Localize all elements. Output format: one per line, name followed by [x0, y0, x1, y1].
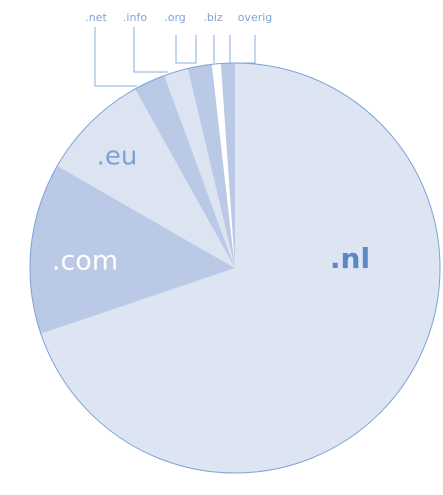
slice-label: overig [238, 11, 273, 24]
slice-label: .org [164, 11, 186, 24]
slice-label: .nl [330, 242, 370, 275]
slice-label: .net [85, 11, 107, 24]
pie-slice [187, 64, 235, 268]
pie-slice [40, 63, 440, 473]
slice-label: .info [123, 11, 147, 24]
slice-label: .biz [203, 11, 223, 24]
pie-slice [164, 68, 235, 269]
pie-slice [220, 63, 235, 268]
pie-slice [135, 75, 235, 268]
leader-line [175, 35, 197, 64]
leader-line [94, 27, 137, 87]
pie-slice [57, 88, 236, 268]
labels: .nl .com .eu .net .info .org .biz overig [52, 11, 370, 277]
leader-line [133, 27, 168, 73]
pie [29, 62, 441, 474]
pie-slice [211, 63, 235, 268]
slice-label: .eu [97, 142, 138, 172]
slice-label: .com [52, 246, 118, 277]
pie-outline [29, 62, 441, 474]
leader-line [229, 35, 256, 64]
pie-slice [30, 165, 235, 334]
